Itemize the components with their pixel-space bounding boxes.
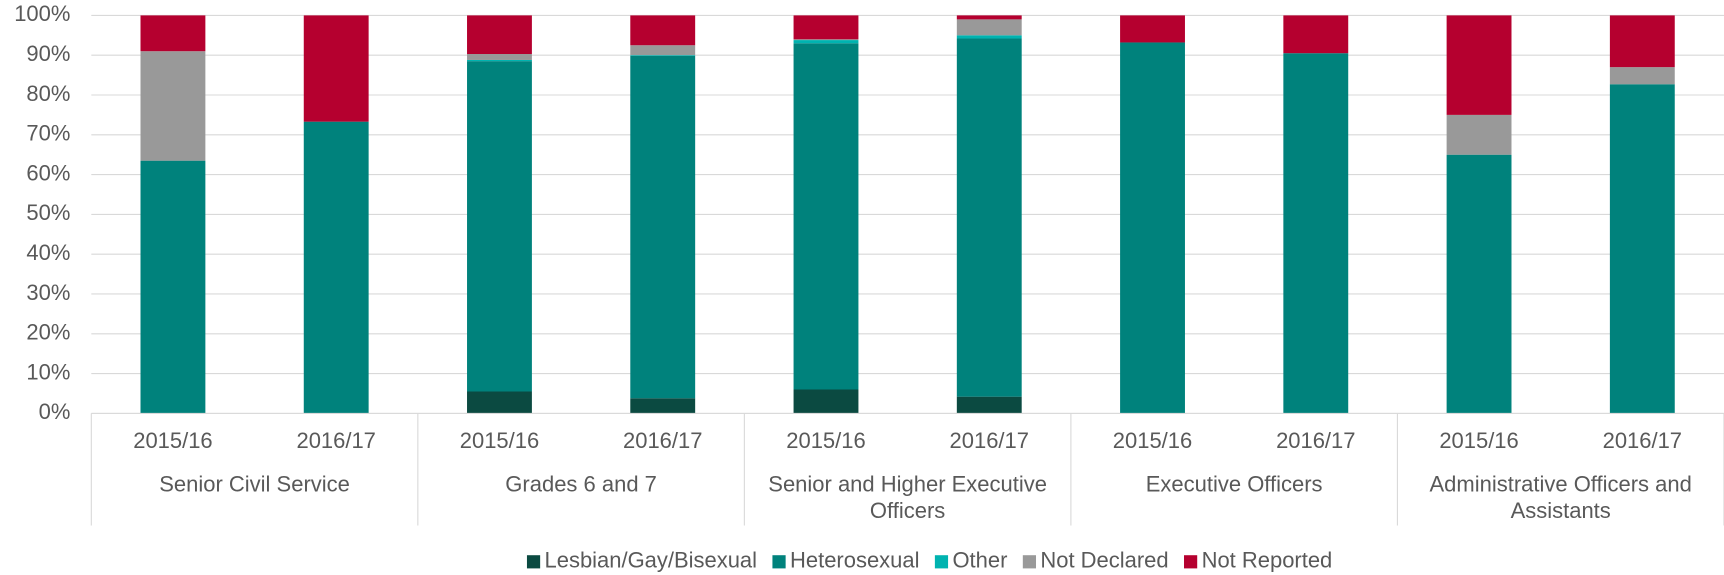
bar-segment xyxy=(630,398,696,414)
x-tick-label: 2016/17 xyxy=(1603,428,1682,453)
y-tick-label: 0% xyxy=(39,399,71,424)
bar-segment xyxy=(956,396,1022,414)
group-label-box: Administrative Officers and Assistants xyxy=(1429,472,1692,524)
y-tick-label: 100% xyxy=(14,1,70,26)
legend-label: Lesbian/Gay/Bisexual xyxy=(545,548,758,573)
bar-segment xyxy=(1283,15,1349,54)
group-label: Grades 6 and 7 xyxy=(505,472,657,497)
y-tick-label: 10% xyxy=(26,359,70,384)
bar-segment xyxy=(956,38,1022,397)
x-tick-label: 2015/16 xyxy=(1439,428,1518,453)
y-tick-label: 60% xyxy=(26,160,70,185)
bar-segment xyxy=(793,39,859,41)
group-label-box: Executive Officers xyxy=(1145,472,1323,497)
y-tick-label: 30% xyxy=(26,280,70,305)
bar-segment xyxy=(303,15,369,122)
group-label: Executive Officers xyxy=(1145,472,1323,497)
bar-segment xyxy=(630,55,696,56)
bar-segment xyxy=(1283,53,1349,414)
bar-segment xyxy=(303,121,369,414)
y-tick-label: 90% xyxy=(26,41,70,66)
bar-segment xyxy=(1120,15,1185,43)
group-label-box: Senior and Higher Executive Officers xyxy=(768,472,1047,524)
x-tick-label: 2016/17 xyxy=(950,428,1029,453)
bar-segment xyxy=(467,15,532,54)
bar-segment xyxy=(467,391,532,414)
x-tick-label: 2015/16 xyxy=(460,428,539,453)
bar-segment xyxy=(956,15,1022,20)
y-tick-label: 70% xyxy=(26,121,70,146)
legend-label: Other xyxy=(952,548,1007,573)
bar-segment xyxy=(793,40,859,44)
bar-segment xyxy=(1446,154,1512,414)
y-tick-label: 40% xyxy=(26,240,70,265)
legend-swatch xyxy=(1184,555,1198,569)
x-tick-label: 2015/16 xyxy=(133,428,212,453)
x-tick-label: 2016/17 xyxy=(296,428,375,453)
bar-segment xyxy=(467,53,532,60)
legend-label: Not Reported xyxy=(1202,548,1333,573)
legend-swatch xyxy=(934,555,949,569)
bar-segment xyxy=(140,51,206,161)
bar-segment xyxy=(1609,84,1675,414)
bar-segment xyxy=(1120,42,1185,414)
bar-segment xyxy=(630,45,696,56)
bar-segment xyxy=(1446,15,1512,115)
bar-segment xyxy=(1446,114,1512,155)
bar-segment xyxy=(140,15,206,52)
legend-label: Heterosexual xyxy=(790,548,919,573)
bar-segment xyxy=(793,43,859,390)
bar-segment xyxy=(793,389,859,414)
group-label-box: Senior Civil Service xyxy=(159,472,350,497)
group-label: Senior and Higher Executive Officers xyxy=(768,472,1047,524)
x-tick-label: 2015/16 xyxy=(786,428,865,453)
group-label: Senior Civil Service xyxy=(159,472,350,497)
bar-segment xyxy=(956,19,1022,36)
group-label-box: Grades 6 and 7 xyxy=(505,472,657,497)
bar-segment xyxy=(630,55,696,399)
x-tick-label: 2016/17 xyxy=(623,428,702,453)
x-tick-label: 2016/17 xyxy=(1276,428,1355,453)
bar-segment xyxy=(467,61,532,392)
bar-segment xyxy=(140,160,206,414)
bar-segment xyxy=(1609,15,1675,68)
x-tick-label: 2015/16 xyxy=(1113,428,1192,453)
y-tick-label: 20% xyxy=(26,320,70,345)
legend-swatch xyxy=(772,555,786,569)
group-label: Administrative Officers and Assistants xyxy=(1429,472,1692,524)
y-tick-label: 80% xyxy=(26,81,70,106)
bar-segment xyxy=(956,35,1022,39)
bar-segment xyxy=(1609,67,1675,85)
legend-swatch xyxy=(526,555,541,569)
legend-swatch xyxy=(1022,555,1037,569)
bar-segment xyxy=(793,15,859,40)
y-tick-label: 50% xyxy=(26,200,70,225)
bar-segment xyxy=(630,15,696,46)
legend-label: Not Declared xyxy=(1040,548,1168,573)
bar-segment xyxy=(467,59,532,62)
